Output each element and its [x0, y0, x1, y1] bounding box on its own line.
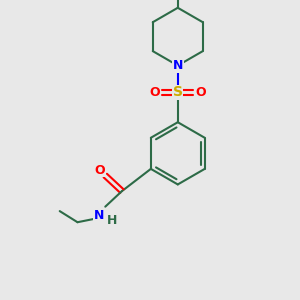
- Text: N: N: [172, 59, 183, 72]
- Text: O: O: [149, 86, 160, 99]
- Text: N: N: [93, 209, 104, 222]
- Text: N: N: [172, 59, 183, 72]
- Text: S: S: [173, 85, 183, 99]
- Text: O: O: [94, 164, 105, 176]
- Text: H: H: [107, 214, 117, 226]
- Text: O: O: [196, 86, 206, 99]
